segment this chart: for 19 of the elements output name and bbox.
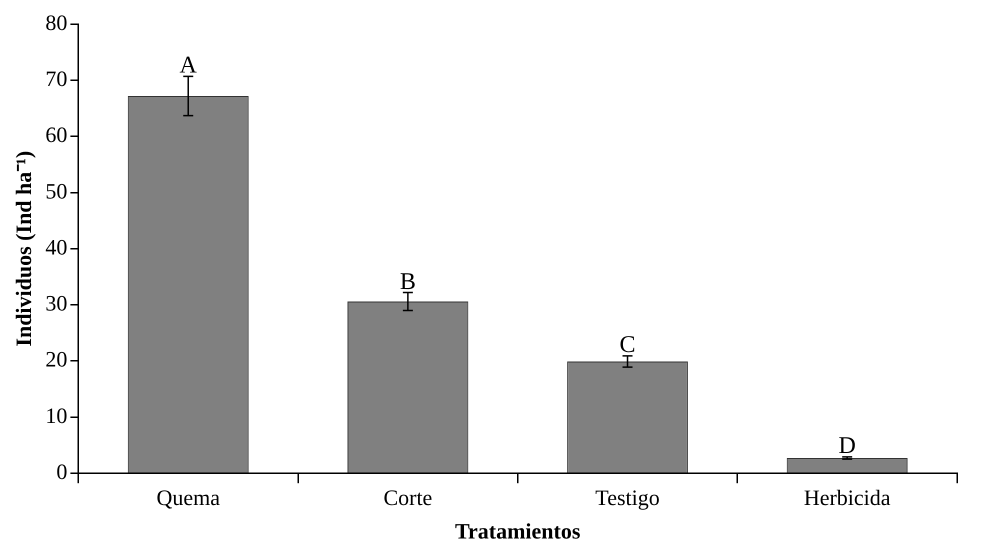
x-tick-label: Corte [383, 485, 432, 510]
annotation: A [180, 52, 198, 79]
y-tick-label: 20 [45, 346, 68, 372]
y-tick-label: 50 [45, 178, 68, 204]
x-axis-title: Tratamientos [454, 518, 581, 544]
annotation: C [620, 332, 636, 358]
x-tick-label: Herbicida [804, 485, 891, 510]
annotation: D [838, 433, 856, 460]
annotation: B [400, 268, 416, 295]
y-tick-label: 10 [45, 402, 68, 428]
y-tick-label: 30 [45, 290, 68, 316]
y-tick-label: 40 [45, 234, 68, 260]
y-axis-title: Individuos (Ind ha⁻¹) [10, 150, 36, 347]
x-tick-label: Quema [156, 485, 220, 510]
y-tick-label: 60 [45, 122, 68, 148]
y-tick-label: 70 [45, 66, 68, 92]
x-tick-label: Testigo [595, 485, 660, 510]
y-tick-label: 80 [45, 10, 68, 35]
y-tick-label: 0 [56, 458, 68, 484]
